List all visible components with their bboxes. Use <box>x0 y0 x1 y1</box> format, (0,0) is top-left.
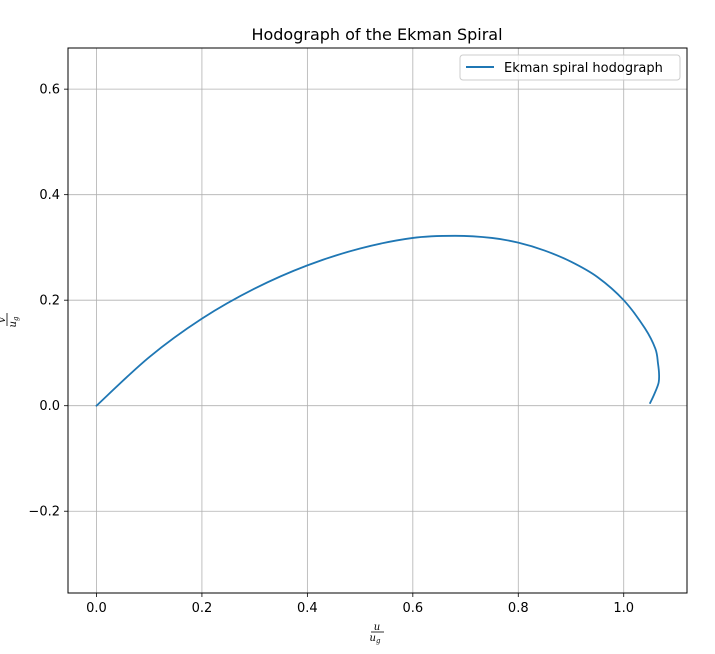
y-tick-label: 0.0 <box>39 399 60 414</box>
series-line <box>95 234 661 407</box>
y-label-denominator-base: u <box>8 321 19 327</box>
x-label-denominator-base: u <box>370 633 376 644</box>
chart-title: Hodograph of the Ekman Spiral <box>251 25 502 44</box>
legend: Ekman spiral hodograph <box>459 54 681 81</box>
y-label-denominator: ug <box>8 316 20 327</box>
x-axis-label: u ug <box>370 622 384 645</box>
x-label-numerator: u <box>374 622 380 633</box>
x-tick-label: 1.0 <box>613 601 634 616</box>
y-tick-label: −0.2 <box>28 505 60 520</box>
series-layer <box>95 234 661 407</box>
x-label-denominator: ug <box>370 633 381 645</box>
x-tick-label: 0.2 <box>192 601 213 616</box>
x-label-denominator-sub: g <box>376 637 381 645</box>
y-tick-label: 0.2 <box>39 294 60 309</box>
y-axis-label: v ug <box>0 313 20 327</box>
ticks: 0.0 0.2 0.4 0.6 0.8 1.0 −0.2 0.0 0.2 0.4 0.6 <box>28 83 634 616</box>
legend-label: Ekman spiral hodograph <box>504 61 663 76</box>
x-tick-label: 0.6 <box>402 601 423 616</box>
plot-frame <box>67 47 688 594</box>
grid <box>68 48 687 593</box>
x-tick-label: 0.8 <box>508 601 529 616</box>
x-tick-label: 0.4 <box>297 601 318 616</box>
y-tick-label: 0.6 <box>39 83 60 98</box>
x-tick-label: 0.0 <box>86 601 107 616</box>
legend-box <box>459 54 681 81</box>
y-label-denominator-sub: g <box>12 316 20 321</box>
y-label-numerator: v <box>0 317 8 323</box>
y-tick-label: 0.4 <box>39 188 60 203</box>
